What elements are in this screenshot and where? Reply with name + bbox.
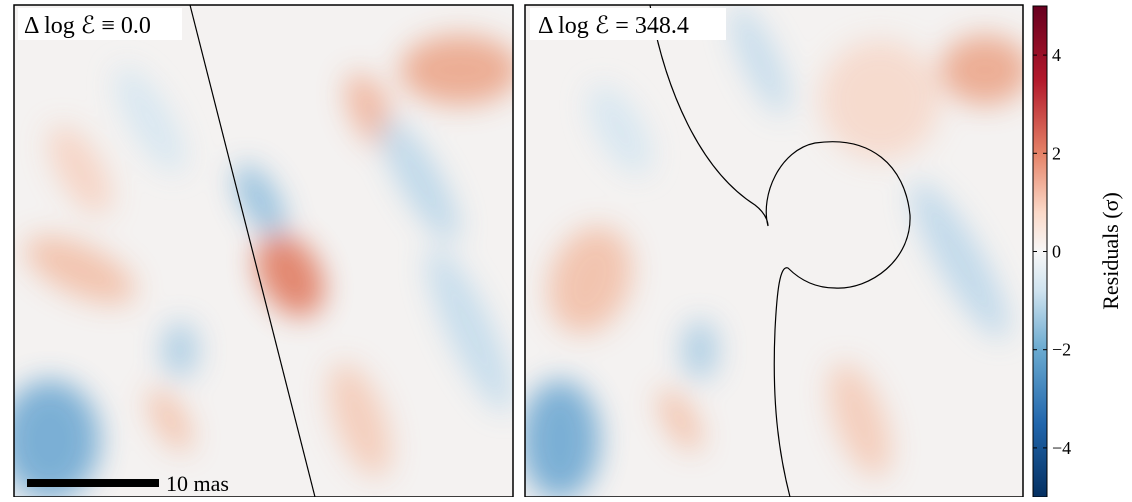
residual-map-1 <box>14 5 513 497</box>
tick-label: −4 <box>1052 438 1071 458</box>
curve <box>189 5 316 497</box>
scalebar-label: 10 mas <box>166 471 229 496</box>
curve <box>649 5 911 497</box>
residual-map-2 <box>525 5 1023 497</box>
tick-label: −2 <box>1052 340 1071 360</box>
tick-label: 4 <box>1052 45 1061 65</box>
colorbar-label: Residuals (σ) <box>1098 192 1123 310</box>
tick-label: 2 <box>1052 143 1061 163</box>
annotation: Δ log ℰ ≡ 0.0 <box>24 13 151 39</box>
annotation-box <box>530 8 726 40</box>
tick-label: 0 <box>1052 242 1061 262</box>
annotation: Δ log ℰ = 348.4 <box>538 13 689 39</box>
scalebar <box>27 479 159 487</box>
annotation-box <box>18 8 182 40</box>
